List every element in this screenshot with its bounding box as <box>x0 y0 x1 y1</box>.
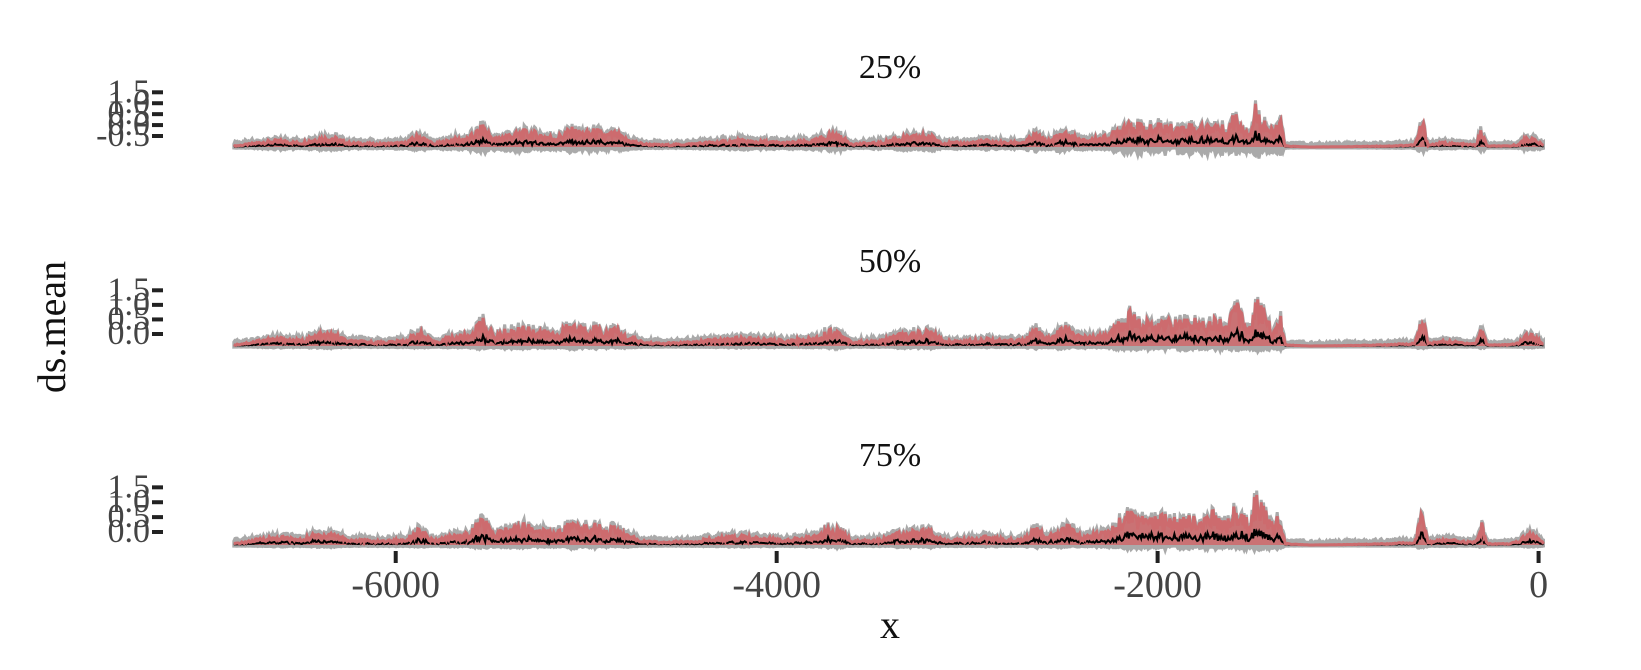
y-tick-label: 1.0 <box>108 483 151 520</box>
panel-title: 25% <box>859 49 921 86</box>
upper-line <box>232 103 1545 149</box>
upper-area <box>233 103 1544 147</box>
panel-group: 25%-0.50.00.51.01.550%0.00.51.01.575%0.0… <box>96 49 1545 556</box>
x-axis: -6000 -4000 -2000 0 <box>351 551 1548 606</box>
y-tick-label: 0.0 <box>108 513 151 550</box>
x-tick-label: -4000 <box>732 564 821 606</box>
x-tick-label: -6000 <box>351 564 440 606</box>
panel-25pct: 25% -0.50.00.51.01.5 <box>96 49 1545 162</box>
y-tick-label: 1.5 <box>108 271 151 308</box>
panel-title: 75% <box>859 437 921 474</box>
y-tick-label: 1.5 <box>108 73 151 110</box>
ribbon-band <box>232 100 1545 162</box>
y-tick-label: 0.5 <box>108 498 151 535</box>
x-axis-title: x <box>880 602 900 647</box>
y-tick-label: 0.5 <box>108 300 151 337</box>
y-tick-label: 1.0 <box>108 286 151 323</box>
y-tick-label: 1.5 <box>108 468 151 505</box>
upper-area <box>233 299 1544 346</box>
panel-50pct: 50% 0.00.51.01.5 <box>108 243 1545 356</box>
y-tick-label: 1.0 <box>108 84 151 121</box>
y-tick-label: -0.5 <box>96 117 150 154</box>
x-tick-label: -2000 <box>1113 564 1202 606</box>
y-tick-label: 0.0 <box>108 106 151 143</box>
y-tick-label: 0.0 <box>108 315 151 352</box>
panel-title: 50% <box>859 243 921 280</box>
y-axis-title: ds.mean <box>29 261 74 393</box>
upper-line <box>233 299 1544 348</box>
y-tick-label: 0.5 <box>108 95 151 132</box>
panel-75pct: 75% 0.00.51.01.5 <box>108 437 1545 556</box>
upper-area <box>233 495 1544 545</box>
upper-line <box>233 494 1545 547</box>
x-tick-label: 0 <box>1529 564 1548 606</box>
